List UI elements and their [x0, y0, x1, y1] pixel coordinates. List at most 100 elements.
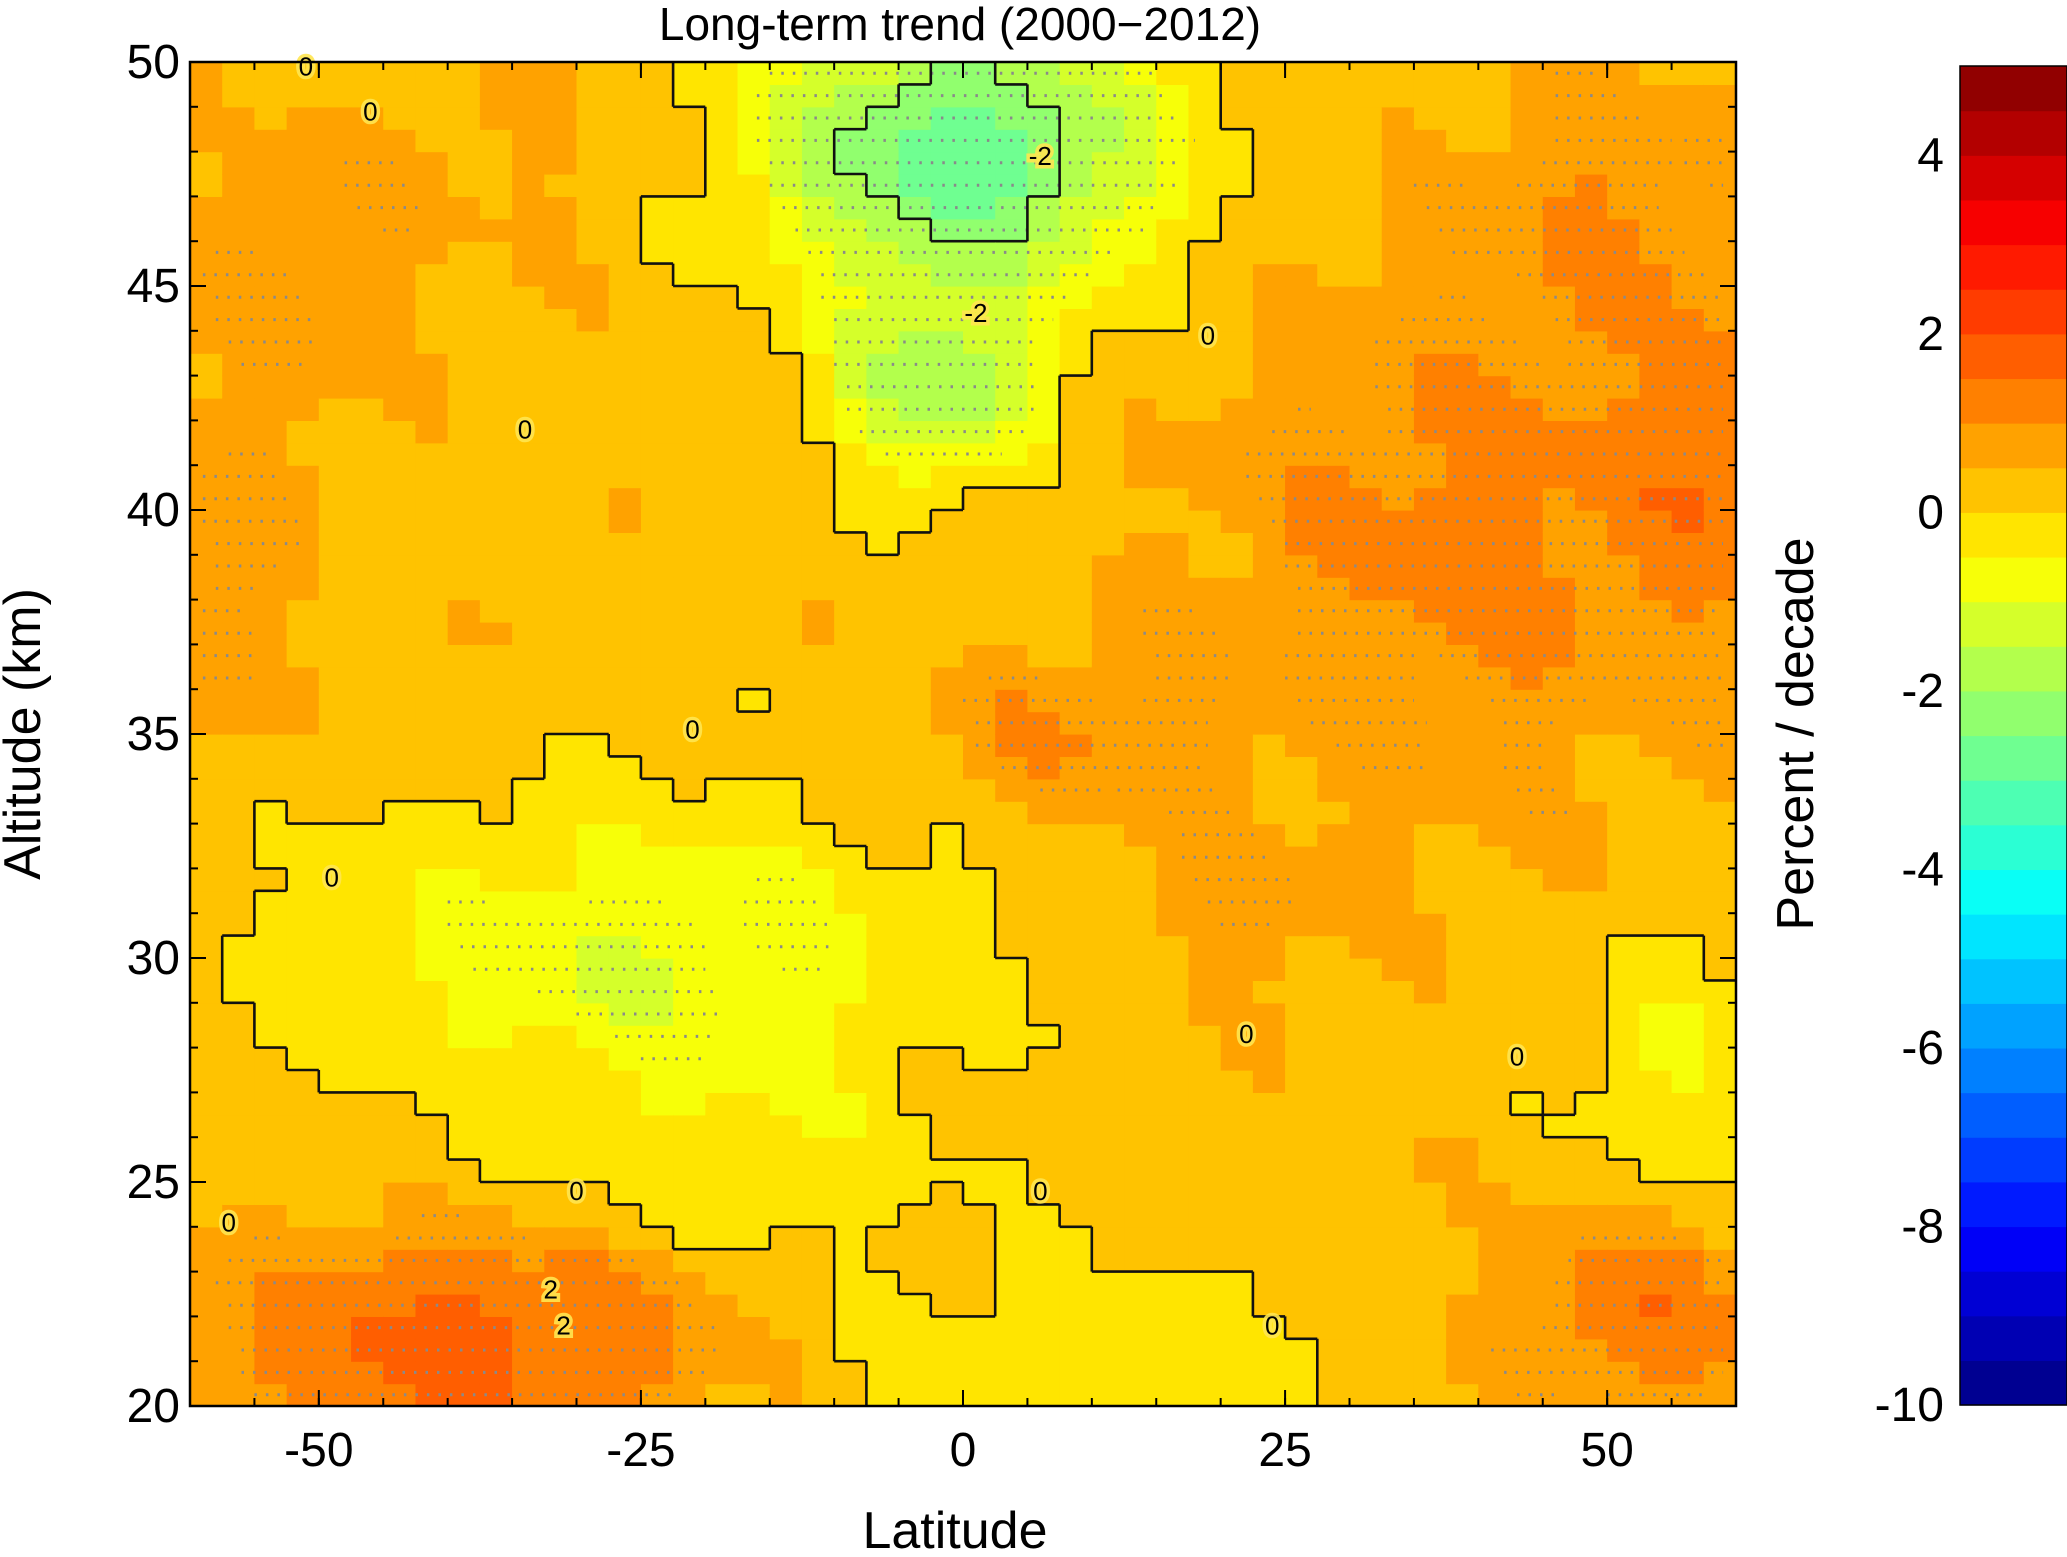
heatmap-cell	[512, 1092, 545, 1116]
heatmap-cell	[673, 689, 706, 713]
heatmap-cell	[544, 1002, 578, 1026]
heatmap-cell	[1220, 1316, 1254, 1340]
heatmap-cell	[1091, 1361, 1125, 1385]
heatmap-cell	[1478, 801, 1512, 825]
heatmap-cell	[1413, 980, 1447, 1004]
heatmap-cell	[930, 465, 964, 489]
heatmap-cell	[1446, 353, 1479, 377]
heatmap-cell	[1188, 644, 1222, 668]
heatmap-cell	[1091, 1383, 1125, 1406]
heatmap-cell	[351, 823, 384, 847]
heatmap-cell	[673, 599, 706, 623]
heatmap-cell	[1607, 711, 1640, 735]
heatmap-cell	[512, 375, 545, 399]
heatmap-cell	[1285, 1249, 1318, 1273]
heatmap-cell	[512, 196, 545, 220]
heatmap-cell	[1027, 263, 1061, 287]
heatmap-cell	[1091, 442, 1125, 466]
colorbar-segment	[1960, 1137, 2067, 1183]
heatmap-cell	[963, 1137, 996, 1161]
heatmap-cell	[318, 823, 352, 847]
heatmap-cell	[1220, 1047, 1254, 1071]
heatmap-cell	[222, 106, 256, 130]
heatmap-cell	[1220, 286, 1254, 309]
heatmap-cell	[640, 286, 674, 309]
heatmap-cell	[1703, 823, 1736, 847]
heatmap-cell	[1349, 1294, 1383, 1317]
heatmap-cell	[1220, 935, 1254, 959]
heatmap-cell	[995, 599, 1029, 623]
heatmap-cell	[737, 398, 771, 421]
heatmap-cell	[1188, 554, 1222, 578]
heatmap-cell	[1252, 1249, 1286, 1273]
heatmap-cell	[1413, 151, 1447, 175]
heatmap-cell	[673, 106, 706, 130]
heatmap-cell	[286, 263, 320, 287]
heatmap-cell	[222, 1383, 256, 1406]
heatmap-cell	[351, 241, 384, 265]
heatmap-cell	[383, 1204, 417, 1228]
heatmap-cell	[1027, 778, 1061, 802]
heatmap-cell	[1413, 218, 1447, 242]
heatmap-cell	[544, 1249, 578, 1273]
heatmap-cell	[930, 778, 964, 802]
heatmap-cell	[640, 958, 674, 981]
heatmap-cell	[1607, 1271, 1640, 1295]
heatmap-cell	[1188, 398, 1222, 421]
heatmap-cell	[705, 106, 739, 130]
heatmap-cell	[608, 1114, 642, 1138]
heatmap-cell	[576, 1271, 610, 1295]
heatmap-cell	[608, 689, 642, 713]
heatmap-cell	[383, 308, 417, 332]
heatmap-cell	[866, 1092, 900, 1116]
heatmap-cell	[1607, 174, 1640, 197]
contour-label: 0	[1510, 1042, 1524, 1072]
heatmap-cell	[769, 935, 803, 959]
heatmap-cell	[1703, 935, 1736, 959]
heatmap-cell	[1446, 1182, 1479, 1205]
heatmap-cell	[1156, 1159, 1190, 1183]
heatmap-cell	[576, 330, 610, 354]
heatmap-cell	[608, 801, 642, 825]
heatmap-cell	[512, 1182, 545, 1205]
heatmap-cell	[930, 420, 964, 444]
heatmap-cell	[318, 1025, 352, 1049]
heatmap-cell	[1059, 532, 1093, 556]
heatmap-cell	[1059, 1361, 1093, 1385]
heatmap-cell	[1607, 1137, 1640, 1161]
heatmap-cell	[640, 1092, 674, 1116]
heatmap-cell	[1607, 1159, 1640, 1183]
heatmap-cell	[1220, 1025, 1254, 1049]
heatmap-cell	[447, 1025, 481, 1049]
heatmap-cell	[479, 666, 513, 690]
heatmap-cell	[1607, 801, 1640, 825]
heatmap-cell	[1381, 420, 1415, 444]
heatmap-cell	[1542, 174, 1576, 197]
colorbar-segment	[1960, 1271, 2067, 1317]
heatmap-cell	[1381, 1316, 1415, 1340]
heatmap-cell	[1671, 689, 1705, 713]
heatmap-cell	[1188, 330, 1222, 354]
heatmap-cell	[705, 577, 739, 601]
heatmap-cell	[1124, 980, 1157, 1004]
heatmap-cell	[576, 935, 610, 959]
heatmap-cell	[447, 129, 481, 153]
heatmap-cell	[1188, 308, 1222, 332]
heatmap-cell	[351, 532, 384, 556]
heatmap-cell	[254, 151, 288, 175]
heatmap-cell	[1156, 1204, 1190, 1228]
heatmap-cell	[1285, 1047, 1318, 1071]
heatmap-cell	[737, 241, 771, 265]
heatmap-cell	[963, 1182, 996, 1205]
heatmap-cell	[1124, 1271, 1157, 1295]
heatmap-cell	[963, 622, 996, 645]
heatmap-cell	[1349, 420, 1383, 444]
heatmap-cell	[898, 510, 932, 533]
heatmap-cell	[479, 958, 513, 981]
heatmap-cell	[254, 353, 288, 377]
heatmap-cell	[1671, 935, 1705, 959]
heatmap-cell	[1285, 1114, 1318, 1138]
heatmap-cell	[1542, 1070, 1576, 1093]
heatmap-cell	[963, 890, 996, 914]
